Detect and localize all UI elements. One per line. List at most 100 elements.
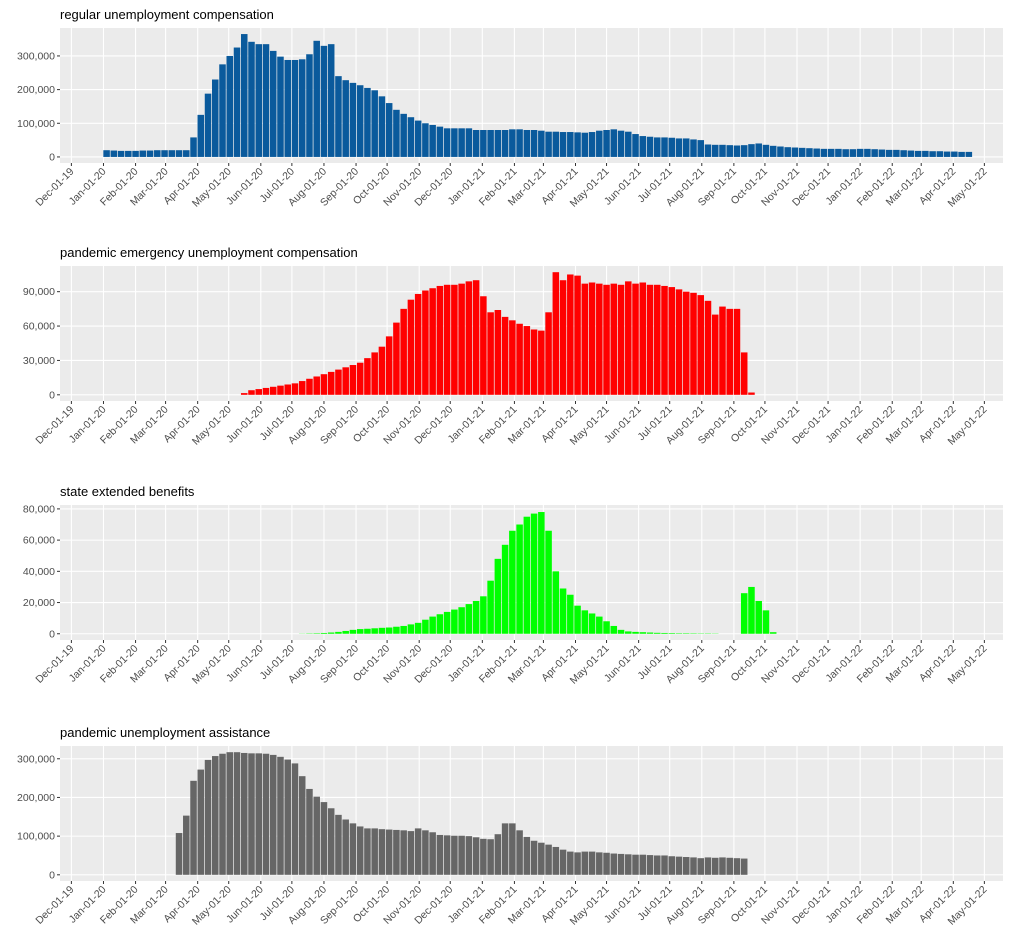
bar xyxy=(219,64,226,157)
bar xyxy=(197,114,205,157)
bar xyxy=(168,150,176,157)
bar xyxy=(632,631,639,634)
bar xyxy=(661,855,668,875)
y-tick-label: 0 xyxy=(49,869,55,881)
bar xyxy=(588,613,596,634)
bar xyxy=(530,840,538,875)
bar xyxy=(639,136,647,157)
bar xyxy=(443,128,451,157)
bar xyxy=(465,281,473,395)
bar xyxy=(501,316,509,395)
bar xyxy=(791,147,799,157)
bar xyxy=(212,79,219,157)
bar xyxy=(523,326,531,395)
bar xyxy=(349,82,357,157)
bar xyxy=(422,619,429,634)
bar xyxy=(639,282,647,395)
bar xyxy=(487,312,494,395)
bar xyxy=(255,44,263,157)
bar xyxy=(827,148,835,157)
bar xyxy=(306,788,313,875)
bar xyxy=(342,80,349,157)
panel: pandemic emergency unemployment compensa… xyxy=(23,245,1003,448)
bar xyxy=(327,371,335,395)
bar xyxy=(654,284,661,395)
chart-title: pandemic unemployment assistance xyxy=(60,725,270,740)
bar xyxy=(407,831,415,875)
y-tick-label: 100,000 xyxy=(17,118,55,130)
bar xyxy=(530,329,538,395)
bar xyxy=(313,796,320,875)
bar xyxy=(226,55,234,157)
bar xyxy=(929,151,936,157)
bar xyxy=(436,126,444,157)
bar xyxy=(632,283,639,395)
bar xyxy=(306,378,313,395)
bar xyxy=(436,834,444,875)
bar xyxy=(798,147,806,157)
bar xyxy=(443,611,451,634)
bar xyxy=(240,752,248,875)
bar xyxy=(472,600,480,634)
bar xyxy=(451,284,458,395)
bar xyxy=(922,150,929,157)
bar xyxy=(726,308,733,395)
bar xyxy=(378,346,386,395)
bar xyxy=(574,852,581,875)
bar xyxy=(248,41,255,157)
bar xyxy=(451,835,458,875)
bar xyxy=(661,632,668,634)
bar xyxy=(436,285,444,395)
bar xyxy=(574,132,581,157)
bar xyxy=(429,832,436,875)
bar xyxy=(393,109,400,157)
bar xyxy=(842,149,849,157)
bar xyxy=(291,59,299,157)
bar xyxy=(443,284,451,395)
bar xyxy=(349,629,357,634)
bar xyxy=(465,604,473,634)
bar xyxy=(255,753,263,875)
bar xyxy=(907,150,915,157)
bar xyxy=(588,282,596,395)
bar xyxy=(219,753,226,875)
bar xyxy=(711,144,719,157)
bar xyxy=(516,323,523,395)
bar xyxy=(175,150,183,157)
bar xyxy=(320,632,328,634)
bar xyxy=(451,128,458,157)
bar xyxy=(538,330,545,395)
bar xyxy=(393,626,400,634)
bar xyxy=(740,593,748,634)
bar xyxy=(320,802,328,875)
bar xyxy=(298,776,306,875)
bar xyxy=(183,815,190,875)
bar xyxy=(704,857,712,875)
bar xyxy=(748,144,755,157)
bar xyxy=(248,753,255,875)
bar xyxy=(965,151,973,157)
bar xyxy=(269,386,277,395)
bar xyxy=(400,308,407,395)
bar xyxy=(472,280,480,395)
bar xyxy=(603,852,610,875)
y-tick-label: 0 xyxy=(49,389,55,401)
bar xyxy=(414,828,422,875)
bar xyxy=(154,150,161,157)
bar xyxy=(755,143,762,157)
bar xyxy=(654,855,661,875)
bar xyxy=(364,358,371,395)
bar xyxy=(936,151,944,157)
bar xyxy=(313,376,320,395)
bar xyxy=(610,853,618,875)
bar xyxy=(378,627,386,634)
bar xyxy=(233,47,241,157)
bar xyxy=(248,390,255,395)
bar xyxy=(545,312,552,395)
bar xyxy=(494,310,502,395)
bar xyxy=(501,130,509,157)
bar xyxy=(654,632,661,634)
bar xyxy=(943,151,951,157)
bar xyxy=(806,148,813,157)
bar xyxy=(530,130,538,157)
